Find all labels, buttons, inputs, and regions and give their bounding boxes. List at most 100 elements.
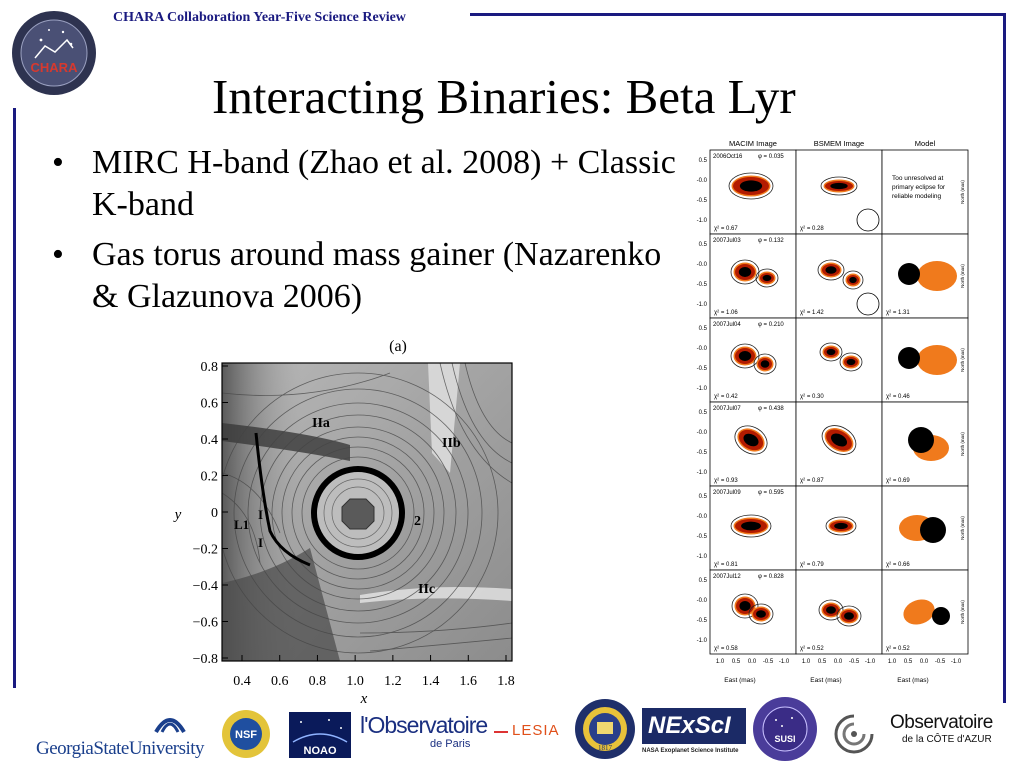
panel-y-label: North (mas)	[960, 180, 965, 204]
panel-y-tick: 0.5	[699, 494, 708, 500]
chi-square-label: χ² = 0.46	[886, 394, 910, 400]
panel-y-tick: -1.0	[697, 386, 708, 392]
image-panel: 2007Jul04 φ = 0.210 χ² = 0.42	[709, 317, 797, 403]
chi-square-label: χ² = 1.42	[800, 310, 824, 316]
bullet-item: MIRC H-band (Zhao et al. 2008) + Classic…	[52, 142, 692, 226]
y-tick-label: 0.2	[201, 470, 219, 485]
y-tick-label: 0	[211, 506, 218, 521]
x-tick-label: 0.6	[271, 674, 289, 689]
beam-circle	[856, 292, 880, 316]
column-header: BSMEM Image	[814, 139, 864, 148]
annotation-i-lower: I	[258, 535, 263, 550]
chi-square-label: χ² = 0.58	[714, 646, 738, 652]
chi-square-label: χ² = 0.81	[714, 562, 738, 568]
row-date: 2006Oct16	[713, 154, 743, 160]
panel-x-tick: 0.0	[920, 659, 929, 665]
panel-x-tick: -0.5	[935, 659, 946, 665]
row-phase: φ = 0.132	[758, 238, 784, 244]
image-panel: Too unresolved at primary eclipse for reli…	[881, 149, 969, 235]
panel-y-label: North (mas)	[960, 516, 965, 540]
panel-x-tick: 0.0	[748, 659, 757, 665]
panel-x-tick: 0.5	[818, 659, 827, 665]
image-panel: χ² = 0.30	[795, 317, 883, 403]
y-tick-label: 0.8	[201, 360, 219, 375]
row-phase: φ = 0.595	[758, 490, 784, 496]
panel-x-tick: -1.0	[951, 659, 962, 665]
oca-sub: de la CÔTE d'AZUR	[902, 734, 992, 745]
oca-logo: Observatoire de la CÔTE d'AZUR	[890, 712, 1002, 756]
panel-y-label: North (mas)	[960, 432, 965, 456]
image-panel: χ² = 0.87	[795, 401, 883, 487]
image-panel: χ² = 0.52 North (mas)	[881, 569, 969, 655]
footer-logos: GeorgiaStateUniversity NSF NOAO l'Observ…	[0, 690, 1024, 768]
panel-y-tick: -0.0	[697, 346, 708, 352]
noao-text: NOAO	[304, 745, 337, 757]
y-tick-label: 0.6	[201, 397, 219, 412]
row-date: 2007Jul12	[713, 574, 741, 580]
panel-label: (a)	[389, 338, 407, 355]
y-tick-label: −0.6	[193, 616, 218, 631]
chi-square-label: χ² = 0.67	[714, 226, 738, 232]
michigan-seal-logo: 1817	[575, 699, 635, 759]
y-tick-label: 0.4	[201, 433, 219, 448]
chara-logo: CHARA	[12, 11, 96, 95]
bullet-list: MIRC H-band (Zhao et al. 2008) + Classic…	[52, 142, 692, 326]
chi-square-label: χ² = 0.87	[800, 478, 824, 484]
susi-text: SUSI	[774, 734, 795, 744]
image-panel-grid: MACIM Image BSMEM Image Model 2006Oct16 φ =…	[697, 139, 969, 684]
panel-x-tick: -0.5	[849, 659, 860, 665]
panel-y-tick: -0.0	[697, 514, 708, 520]
x-axis-label: x	[360, 691, 368, 705]
image-panel: 2007Jul12 φ = 0.828 χ² = 0.58	[709, 569, 797, 655]
panel-y-tick: -0.0	[697, 262, 708, 268]
nexsci-sub: NASA Exoplanet Science Institute	[642, 748, 739, 754]
header-text: CHARA Collaboration Year-Five Science Re…	[113, 10, 406, 25]
chi-square-label: χ² = 1.06	[714, 310, 738, 316]
x-tick-label: 0.4	[233, 674, 251, 689]
chi-square-label: χ² = 0.52	[800, 646, 824, 652]
susi-logo: SUSI	[753, 697, 817, 761]
image-panel: χ² = 0.46 North (mas)	[881, 317, 969, 403]
chi-square-label: χ² = 0.79	[800, 562, 824, 568]
panel-x-tick: -1.0	[779, 659, 790, 665]
chi-square-label: χ² = 0.66	[886, 562, 910, 568]
slide-title: Interacting Binaries: Beta Lyr	[212, 69, 796, 124]
panel-y-tick: -0.5	[697, 366, 708, 372]
panel-y-tick: -0.5	[697, 198, 708, 204]
panel-x-label-2: East (mas)	[810, 677, 841, 684]
annotation-l1: L1	[234, 517, 249, 532]
panel-y-tick: -0.5	[697, 282, 708, 288]
torus-simulation-plot: (a) IIa IIb IIc I I L1 2 0.8 0.6 0.4 0.2 0 −0…	[173, 338, 515, 705]
column-header: Model	[915, 139, 936, 148]
michigan-year: 1817	[598, 744, 613, 752]
image-panel: χ² = 0.28	[795, 149, 883, 235]
panel-x-tick: 0.5	[904, 659, 913, 665]
lesia-dash	[494, 731, 508, 733]
chi-square-label: χ² = 0.30	[800, 394, 824, 400]
nexsci-logo: NExScI NASA Exoplanet Science Institute	[642, 708, 746, 760]
image-panel: χ² = 1.42	[795, 233, 883, 319]
logo-text: CHARA	[31, 60, 79, 75]
panel-y-tick: -0.5	[697, 618, 708, 624]
frame-top-rule	[470, 13, 1006, 16]
noao-logo: NOAO	[289, 712, 351, 758]
panel-y-tick: 0.5	[699, 326, 708, 332]
row-date: 2007Jul07	[713, 406, 741, 412]
panel-y-tick: -0.0	[697, 598, 708, 604]
panel-y-tick: -0.5	[697, 450, 708, 456]
annotation-iic: IIc	[418, 582, 435, 597]
gsu-flame-icon	[154, 718, 186, 734]
panel-y-label: North (mas)	[960, 600, 965, 624]
y-tick-label: −0.2	[193, 543, 218, 558]
image-panel: 2007Jul07 φ = 0.438 χ² = 0.93	[709, 401, 797, 487]
swirl-logo	[834, 714, 874, 754]
panel-y-tick: 0.5	[699, 578, 708, 584]
x-tick-label: 1.6	[460, 674, 478, 689]
panel-y-tick: -1.0	[697, 470, 708, 476]
panel-x-label-3: East (mas)	[897, 677, 928, 684]
panel-y-tick: -0.0	[697, 430, 708, 436]
image-panel: χ² = 0.69 North (mas)	[881, 401, 969, 487]
chi-square-label: χ² = 0.28	[800, 226, 824, 232]
panel-x-tick: 0.0	[834, 659, 843, 665]
panel-x-tick: -1.0	[865, 659, 876, 665]
